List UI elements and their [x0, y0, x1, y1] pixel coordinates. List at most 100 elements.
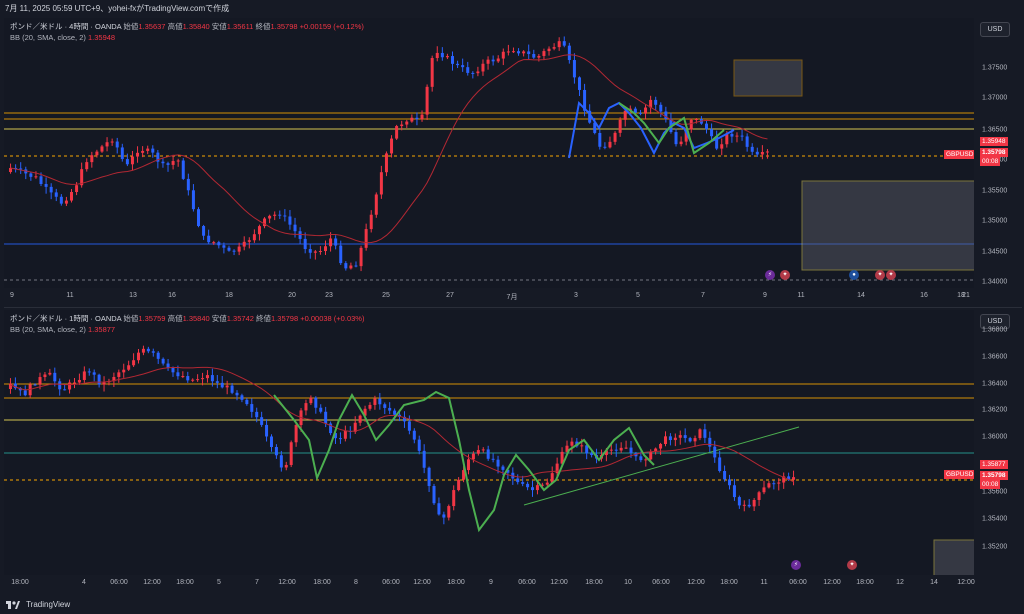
candle-body — [445, 56, 449, 58]
candle-body — [407, 421, 411, 431]
candle-body — [156, 352, 160, 359]
candle-body — [44, 183, 48, 187]
price-axis-1h[interactable]: USD 1.36800 1.36600 1.36400 1.36200 1.36000 1… — [974, 310, 1022, 575]
open-label: 始値 — [123, 22, 139, 31]
candle-body — [527, 51, 531, 55]
candle-body — [572, 60, 576, 78]
candle-body — [329, 238, 333, 247]
candle-body — [273, 214, 277, 216]
candle-body — [284, 464, 288, 468]
legend-bb-row[interactable]: BB (20, SMA, close, 2) 1.35948 — [10, 32, 364, 43]
legend-bb-row[interactable]: BB (20, SMA, close, 2) 1.35877 — [10, 324, 364, 335]
candle-body — [760, 152, 764, 155]
candles-1h[interactable] — [4, 310, 974, 575]
candle-body — [501, 51, 505, 59]
time-tick-label: 06:00 — [382, 579, 400, 586]
candle-body — [70, 192, 73, 201]
candle-body — [588, 110, 592, 123]
event-flag-icon[interactable]: ✦ — [780, 270, 790, 280]
candle-body — [535, 485, 539, 491]
candle-body — [486, 59, 490, 64]
open-label: 始値 — [123, 314, 139, 323]
candle-body — [405, 121, 409, 125]
candle-body — [363, 408, 367, 416]
candle-body — [242, 241, 246, 247]
candle-body — [742, 504, 746, 506]
candle-body — [122, 369, 126, 373]
time-tick-label: 18 — [957, 292, 965, 299]
event-lightning-icon[interactable]: ⚡ — [791, 560, 801, 570]
candle-body — [59, 196, 63, 204]
candle-body — [230, 385, 234, 393]
price-plot-1h[interactable]: ポンド／米ドル · 1時間 · OANDA 始値1.35759 高値1.3584… — [4, 310, 974, 575]
candle-body — [274, 447, 278, 456]
time-tick-label: 11 — [760, 579, 768, 586]
time-tick-label: 13 — [129, 292, 137, 299]
price-axis-4h[interactable]: USD 1.375001.370001.365001.360001.355001… — [974, 18, 1022, 288]
bar-countdown-tag: 00:08 — [980, 157, 1001, 166]
candle-body — [288, 216, 292, 225]
candle-body — [77, 379, 81, 383]
time-axis-4h[interactable]: 9 11 13 16 18 20 23 25 27 7月 3 5 7 9 11 14 16 18 21 — [4, 290, 974, 304]
candle-body — [713, 446, 717, 458]
event-flag-icon[interactable]: ✦ — [847, 560, 857, 570]
time-tick-label: 16 — [920, 292, 928, 299]
candle-body — [740, 135, 744, 137]
candle-body — [80, 169, 84, 186]
event-flag-uk-icon[interactable]: ✦ — [875, 270, 885, 280]
zigzag-green — [618, 102, 725, 155]
candle-body — [442, 514, 446, 518]
candle-body — [293, 224, 297, 232]
time-tick-label: 06:00 — [110, 579, 128, 586]
candle-body — [619, 447, 623, 451]
footer: TradingView — [0, 596, 1024, 614]
candle-body — [90, 155, 94, 163]
bb-indicator-label[interactable]: BB (20, SMA, close, 2) — [10, 33, 86, 42]
candle-body — [34, 176, 38, 178]
symbol-name[interactable]: ポンド／米ドル · 1時間 · OANDA — [10, 314, 122, 323]
candle-body — [43, 374, 47, 378]
candles-4h[interactable] — [4, 18, 974, 288]
candle-body — [63, 389, 67, 391]
candle-body — [205, 375, 209, 379]
candle-body — [777, 482, 781, 484]
bb-indicator-label[interactable]: BB (20, SMA, close, 2) — [10, 325, 86, 334]
candle-body — [624, 447, 628, 449]
event-lightning-icon[interactable]: ⚡ — [765, 270, 775, 280]
candle-body — [410, 117, 414, 122]
candle-body — [703, 429, 707, 438]
candle-body — [542, 51, 546, 56]
candle-body — [638, 112, 642, 114]
candle-body — [456, 63, 460, 66]
candle-body — [105, 142, 109, 147]
candle-body — [437, 503, 441, 515]
currency-button[interactable]: USD — [980, 314, 1010, 329]
candle-body — [506, 469, 510, 473]
candle-body — [304, 403, 308, 411]
candle-body — [353, 422, 357, 432]
event-flag-us-icon[interactable]: ● — [849, 270, 859, 280]
open-value: 1.35637 — [138, 22, 166, 31]
candle-body — [58, 381, 62, 390]
symbol-name[interactable]: ポンド／米ドル · 4時間 · OANDA — [10, 22, 122, 31]
chart-pane-4h[interactable]: ポンド／米ドル · 4時間 · OANDA 始値1.35637 高値1.3584… — [4, 18, 1022, 308]
time-axis-1h[interactable]: 18:00 4 06:00 12:00 18:00 5 7 12:00 18:00 8 06:00 1… — [4, 577, 975, 591]
candle-body — [447, 506, 451, 518]
currency-button[interactable]: USD — [980, 22, 1010, 37]
bb-basis-line — [10, 366, 794, 483]
candle-body — [545, 482, 549, 485]
candle-body — [309, 397, 313, 404]
time-tick-label: 11 — [66, 292, 74, 299]
candle-body — [334, 433, 338, 439]
candle-body — [412, 430, 416, 440]
candle-body — [430, 58, 434, 87]
candle-body — [283, 215, 287, 217]
chart-pane-1h[interactable]: ポンド／米ドル · 1時間 · OANDA 始値1.35759 高値1.3584… — [4, 310, 1022, 595]
candle-body — [491, 59, 495, 62]
candle-body — [547, 48, 551, 52]
candle-body — [8, 383, 12, 389]
price-plot-4h[interactable]: ポンド／米ドル · 4時間 · OANDA 始値1.35637 高値1.3584… — [4, 18, 974, 288]
event-flag-uk-icon[interactable]: ✦ — [886, 270, 896, 280]
candle-body — [663, 436, 667, 445]
candle-body — [466, 459, 470, 471]
